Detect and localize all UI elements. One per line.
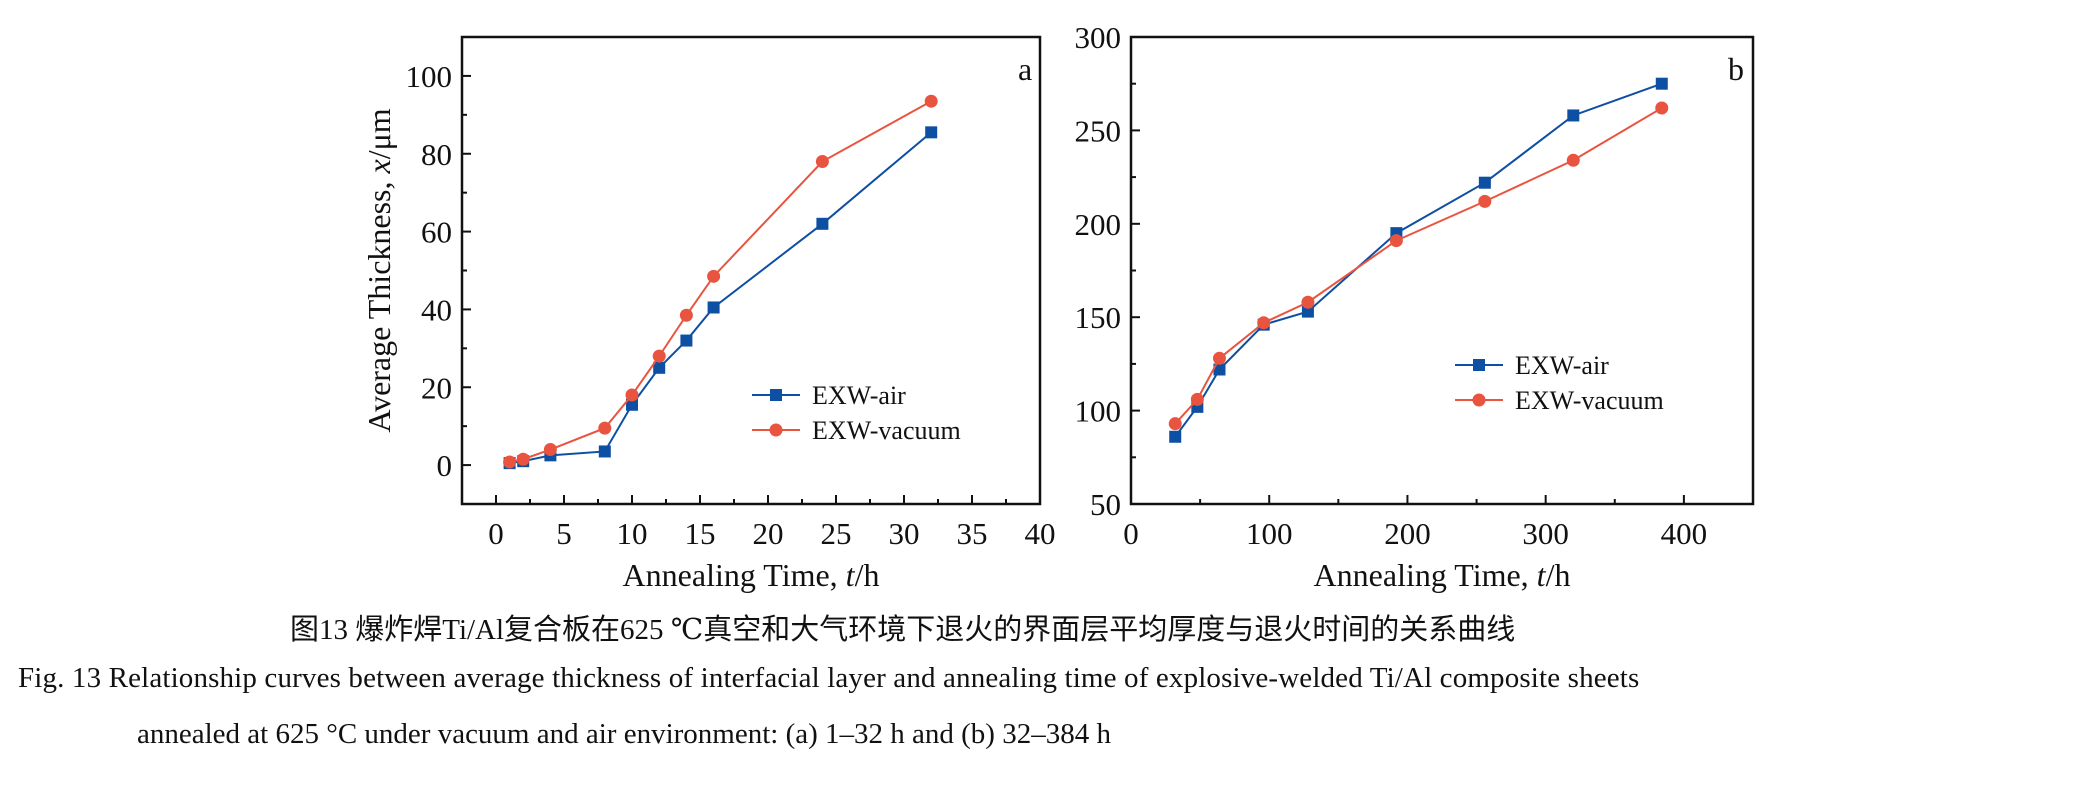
data-point-EXW-vacuum xyxy=(1212,351,1226,365)
x-tick-label: 35 xyxy=(957,516,988,551)
data-point-EXW-vacuum xyxy=(707,269,721,283)
x-tick-label: 25 xyxy=(821,516,852,551)
x-tick-label: 10 xyxy=(617,516,648,551)
data-point-EXW-vacuum xyxy=(503,455,517,469)
data-point-EXW-air xyxy=(1169,430,1182,443)
y-tick-label: 250 xyxy=(1075,113,1122,148)
data-point-EXW-vacuum xyxy=(543,443,557,457)
x-tick-label: 20 xyxy=(753,516,784,551)
y-tick-label: 0 xyxy=(437,448,453,483)
data-point-EXW-vacuum xyxy=(1257,316,1271,330)
data-point-EXW-vacuum xyxy=(652,349,666,363)
x-axis-label-part: /h xyxy=(855,557,880,593)
x-tick-label: 300 xyxy=(1522,516,1569,551)
data-point-EXW-vacuum xyxy=(1168,417,1182,431)
data-point-EXW-air xyxy=(1478,176,1491,189)
data-point-EXW-vacuum xyxy=(1655,101,1669,115)
series-line-EXW-air xyxy=(509,131,932,465)
data-point-EXW-vacuum xyxy=(815,155,829,169)
chart-panel-b: 0 100 200 300 400 50 100 150 200 250 300 Annealing … xyxy=(1075,20,1755,593)
caption-english-line1: Fig. 13 Relationship curves between aver… xyxy=(18,662,1640,694)
y-tick-label: 100 xyxy=(1075,394,1122,429)
data-point-EXW-air xyxy=(707,301,720,314)
data-point-EXW-vacuum xyxy=(1389,234,1403,248)
y-tick-label: 300 xyxy=(1075,20,1122,55)
legend-marker-circle-icon xyxy=(1472,393,1486,407)
data-point-EXW-air xyxy=(816,217,829,230)
y-tick-label: 60 xyxy=(421,215,452,250)
x-tick-label: 30 xyxy=(889,516,920,551)
legend-marker-square-icon xyxy=(1473,359,1485,371)
x-tick-label: 0 xyxy=(1123,516,1139,551)
x-axis-label-part: /h xyxy=(1546,557,1571,593)
chart-panel-a: 0 5 10 15 20 25 30 35 40 0 20 40 60 80 100 Annealing Ti… xyxy=(361,35,1056,593)
data-point-EXW-vacuum xyxy=(1566,153,1580,167)
x-tick-label: 15 xyxy=(685,516,716,551)
y-tick-label: 50 xyxy=(1090,487,1121,522)
data-point-EXW-vacuum xyxy=(924,94,938,108)
data-point-EXW-vacuum xyxy=(1190,392,1204,406)
legend-label: EXW-air xyxy=(1515,351,1609,380)
data-point-EXW-air xyxy=(1213,363,1226,376)
y-tick-label: 40 xyxy=(421,292,452,327)
data-point-EXW-air xyxy=(680,334,693,347)
x-tick-label: 5 xyxy=(556,516,572,551)
data-point-EXW-vacuum xyxy=(1301,295,1315,309)
data-point-EXW-air xyxy=(1655,77,1668,90)
y-tick-label: 200 xyxy=(1075,207,1122,242)
x-tick-label: 100 xyxy=(1246,516,1293,551)
data-point-EXW-vacuum xyxy=(598,421,612,435)
data-point-EXW-air xyxy=(626,398,638,411)
x-tick-label: 200 xyxy=(1384,516,1431,551)
x-tick-label: 400 xyxy=(1661,516,1708,551)
data-point-EXW-air xyxy=(1567,109,1580,122)
x-axis-label-part: Annealing Time, xyxy=(1314,557,1537,593)
x-tick-label: 0 xyxy=(488,516,504,551)
y-axis-label-part: Average Thickness, xyxy=(361,173,397,432)
caption-chinese: 图13 爆炸焊Ti/Al复合板在625 ℃真空和大气环境下退火的界面层平均厚度与… xyxy=(290,614,1516,646)
caption-english-line2: annealed at 625 °C under vacuum and air … xyxy=(137,718,1111,750)
data-point-EXW-vacuum xyxy=(625,388,639,402)
data-point-EXW-vacuum xyxy=(1478,194,1492,208)
legend-marker-square-icon xyxy=(770,389,782,401)
y-axis-label-part: x xyxy=(361,159,397,174)
legend-label: EXW-vacuum xyxy=(1515,386,1664,415)
legend-label: EXW-vacuum xyxy=(812,416,961,445)
data-point-EXW-air xyxy=(598,445,611,458)
x-axis-label-part: Annealing Time, xyxy=(623,557,846,593)
data-point-EXW-air xyxy=(1301,305,1314,318)
data-point-EXW-air xyxy=(653,361,666,374)
y-tick-label: 100 xyxy=(406,59,453,94)
panel-label: b xyxy=(1728,51,1744,87)
y-axis-label-part: /μm xyxy=(361,108,397,159)
x-axis-label: Annealing Time, t/h xyxy=(1314,557,1571,593)
x-axis-label: Annealing Time, t/h xyxy=(623,557,880,593)
y-tick-label: 80 xyxy=(421,137,452,172)
legend-marker-circle-icon xyxy=(769,423,783,437)
legend-label: EXW-air xyxy=(812,381,906,410)
y-tick-label: 150 xyxy=(1075,300,1122,335)
y-axis-label: Average Thickness, x/μm xyxy=(361,108,397,432)
panel-label: a xyxy=(1018,51,1032,87)
series-line-EXW-air xyxy=(1174,82,1663,438)
data-point-EXW-vacuum xyxy=(679,308,693,322)
x-axis-label-part: t xyxy=(846,557,856,593)
series-line-EXW-vacuum xyxy=(509,100,932,463)
y-tick-label: 20 xyxy=(421,370,452,405)
data-point-EXW-air xyxy=(925,126,938,139)
data-point-EXW-vacuum xyxy=(516,452,530,466)
x-axis-label-part: t xyxy=(1537,557,1547,593)
x-tick-label: 40 xyxy=(1025,516,1056,551)
